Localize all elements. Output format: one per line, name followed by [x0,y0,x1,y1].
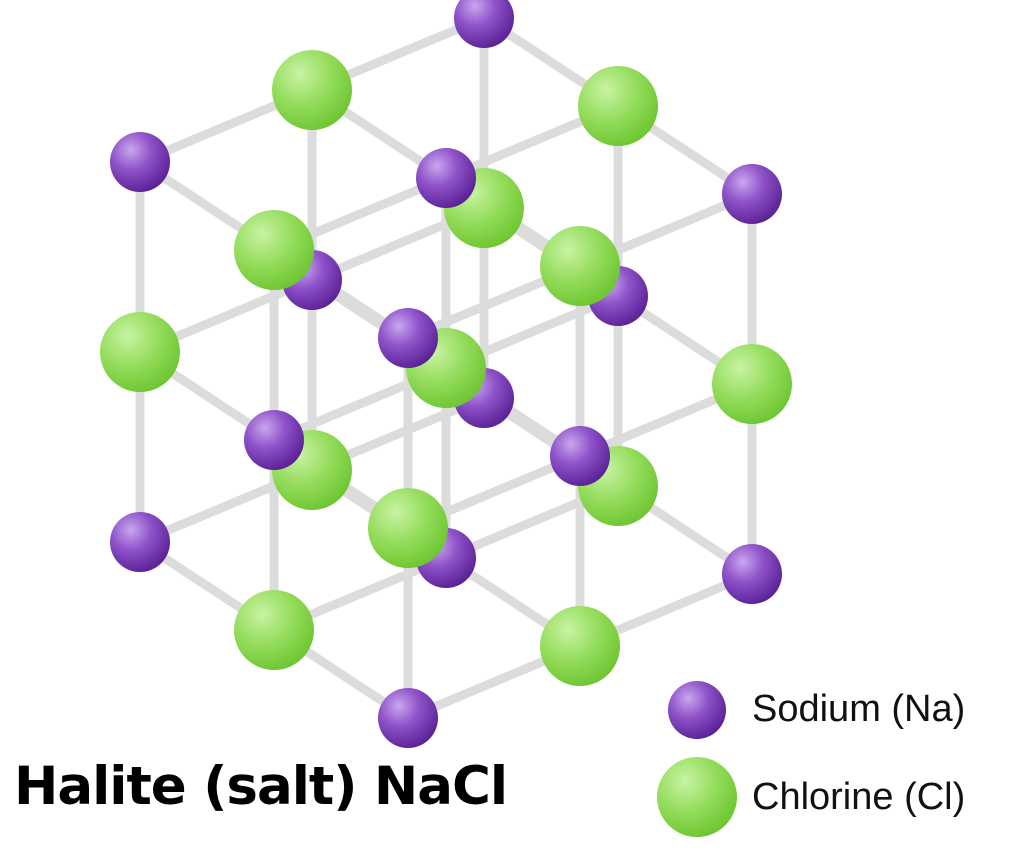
sodium-atom [722,544,782,604]
sodium-atom [378,308,438,368]
sodium-atom [244,410,304,470]
sodium-atom [416,148,476,208]
chlorine-atom [234,210,314,290]
sodium-atom [378,688,438,748]
sodium-atom [110,132,170,192]
chlorine-atom [540,606,620,686]
sodium-atom [454,0,514,48]
chlorine-atom [234,590,314,670]
sodium-atom [722,164,782,224]
chlorine-atom [540,226,620,306]
chlorine-atom [272,50,352,130]
diagram-title: Halite (salt) NaCl [14,756,508,817]
legend [657,681,737,837]
sodium-atom [110,512,170,572]
legend-sodium-swatch [668,681,726,739]
sodium-atom [550,426,610,486]
legend-sodium-label: Sodium (Na) [752,688,966,730]
chlorine-atom [578,66,658,146]
legend-chlorine-swatch [657,757,737,837]
chlorine-atom [100,312,180,392]
legend-chlorine-label: Chlorine (Cl) [752,776,966,818]
lattice-atoms [100,0,792,748]
chlorine-atom [712,344,792,424]
chlorine-atom [368,488,448,568]
